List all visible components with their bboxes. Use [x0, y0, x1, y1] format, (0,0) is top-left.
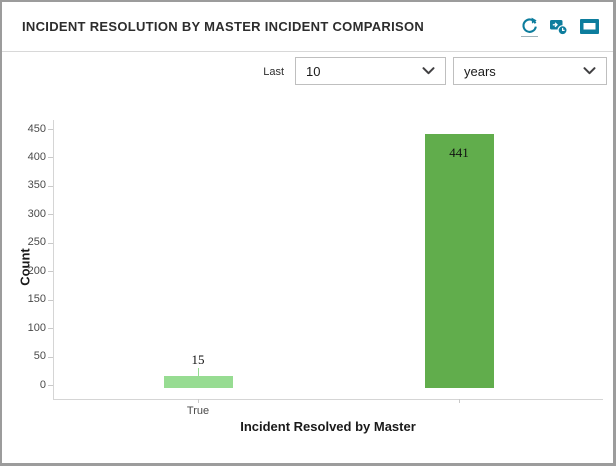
x-category-label: True: [186, 405, 210, 417]
header-icon-bar: [521, 17, 599, 37]
y-tick-label: 400: [27, 150, 46, 163]
y-tick-mark: [48, 242, 53, 244]
y-tick-label: 0: [39, 378, 46, 391]
bar[interactable]: [163, 376, 233, 388]
y-tick-mark: [48, 356, 53, 358]
y-tick-label: 200: [27, 264, 46, 277]
refresh-button[interactable]: [521, 17, 538, 37]
y-tick-mark: [48, 328, 53, 330]
y-tick-label: 350: [27, 179, 46, 192]
x-tick-mark: [459, 399, 460, 403]
y-tick-mark: [48, 385, 53, 386]
y-tick-mark: [48, 271, 53, 273]
chevron-down-icon: [583, 67, 596, 75]
window-button[interactable]: [580, 19, 599, 34]
y-tick-label: 150: [27, 293, 46, 306]
bar[interactable]: [424, 134, 494, 388]
y-tick-label: 100: [27, 321, 46, 334]
time-range-count-dropdown[interactable]: 10: [295, 57, 446, 85]
y-tick-mark: [48, 129, 53, 130]
y-tick-label: 300: [27, 207, 46, 220]
time-range-unit-dropdown[interactable]: years: [453, 57, 607, 85]
y-tick-label: 450: [27, 122, 46, 135]
widget-header: INCIDENT RESOLUTION BY MASTER INCIDENT C…: [2, 2, 613, 52]
bar-value-label: 441: [449, 145, 469, 161]
x-axis-title: Incident Resolved by Master: [240, 419, 416, 434]
x-axis-line: [53, 399, 603, 400]
time-range-unit-value: years: [464, 63, 496, 79]
time-range-count-value: 10: [306, 63, 321, 79]
bar-label-leader-line: [198, 368, 199, 377]
bar-value-label: 15: [191, 352, 205, 368]
y-tick-label: 50: [33, 350, 46, 363]
refresh-icon: [522, 17, 537, 33]
y-tick-mark: [48, 157, 53, 159]
y-tick-label: 250: [27, 236, 46, 249]
y-axis-line: [53, 120, 54, 399]
last-label: Last: [263, 66, 284, 78]
window-icon: [580, 19, 599, 34]
y-tick-mark: [48, 185, 53, 187]
filter-controls: Last 10 years: [2, 52, 613, 97]
y-axis-title: Count: [17, 248, 33, 286]
y-tick-mark: [48, 214, 53, 216]
schedule-export-icon: [550, 20, 568, 36]
schedule-export-button[interactable]: [549, 17, 569, 36]
chevron-down-icon: [422, 67, 435, 75]
widget-title: INCIDENT RESOLUTION BY MASTER INCIDENT C…: [22, 19, 425, 34]
y-tick-mark: [48, 299, 53, 301]
x-tick-mark: [198, 399, 199, 403]
